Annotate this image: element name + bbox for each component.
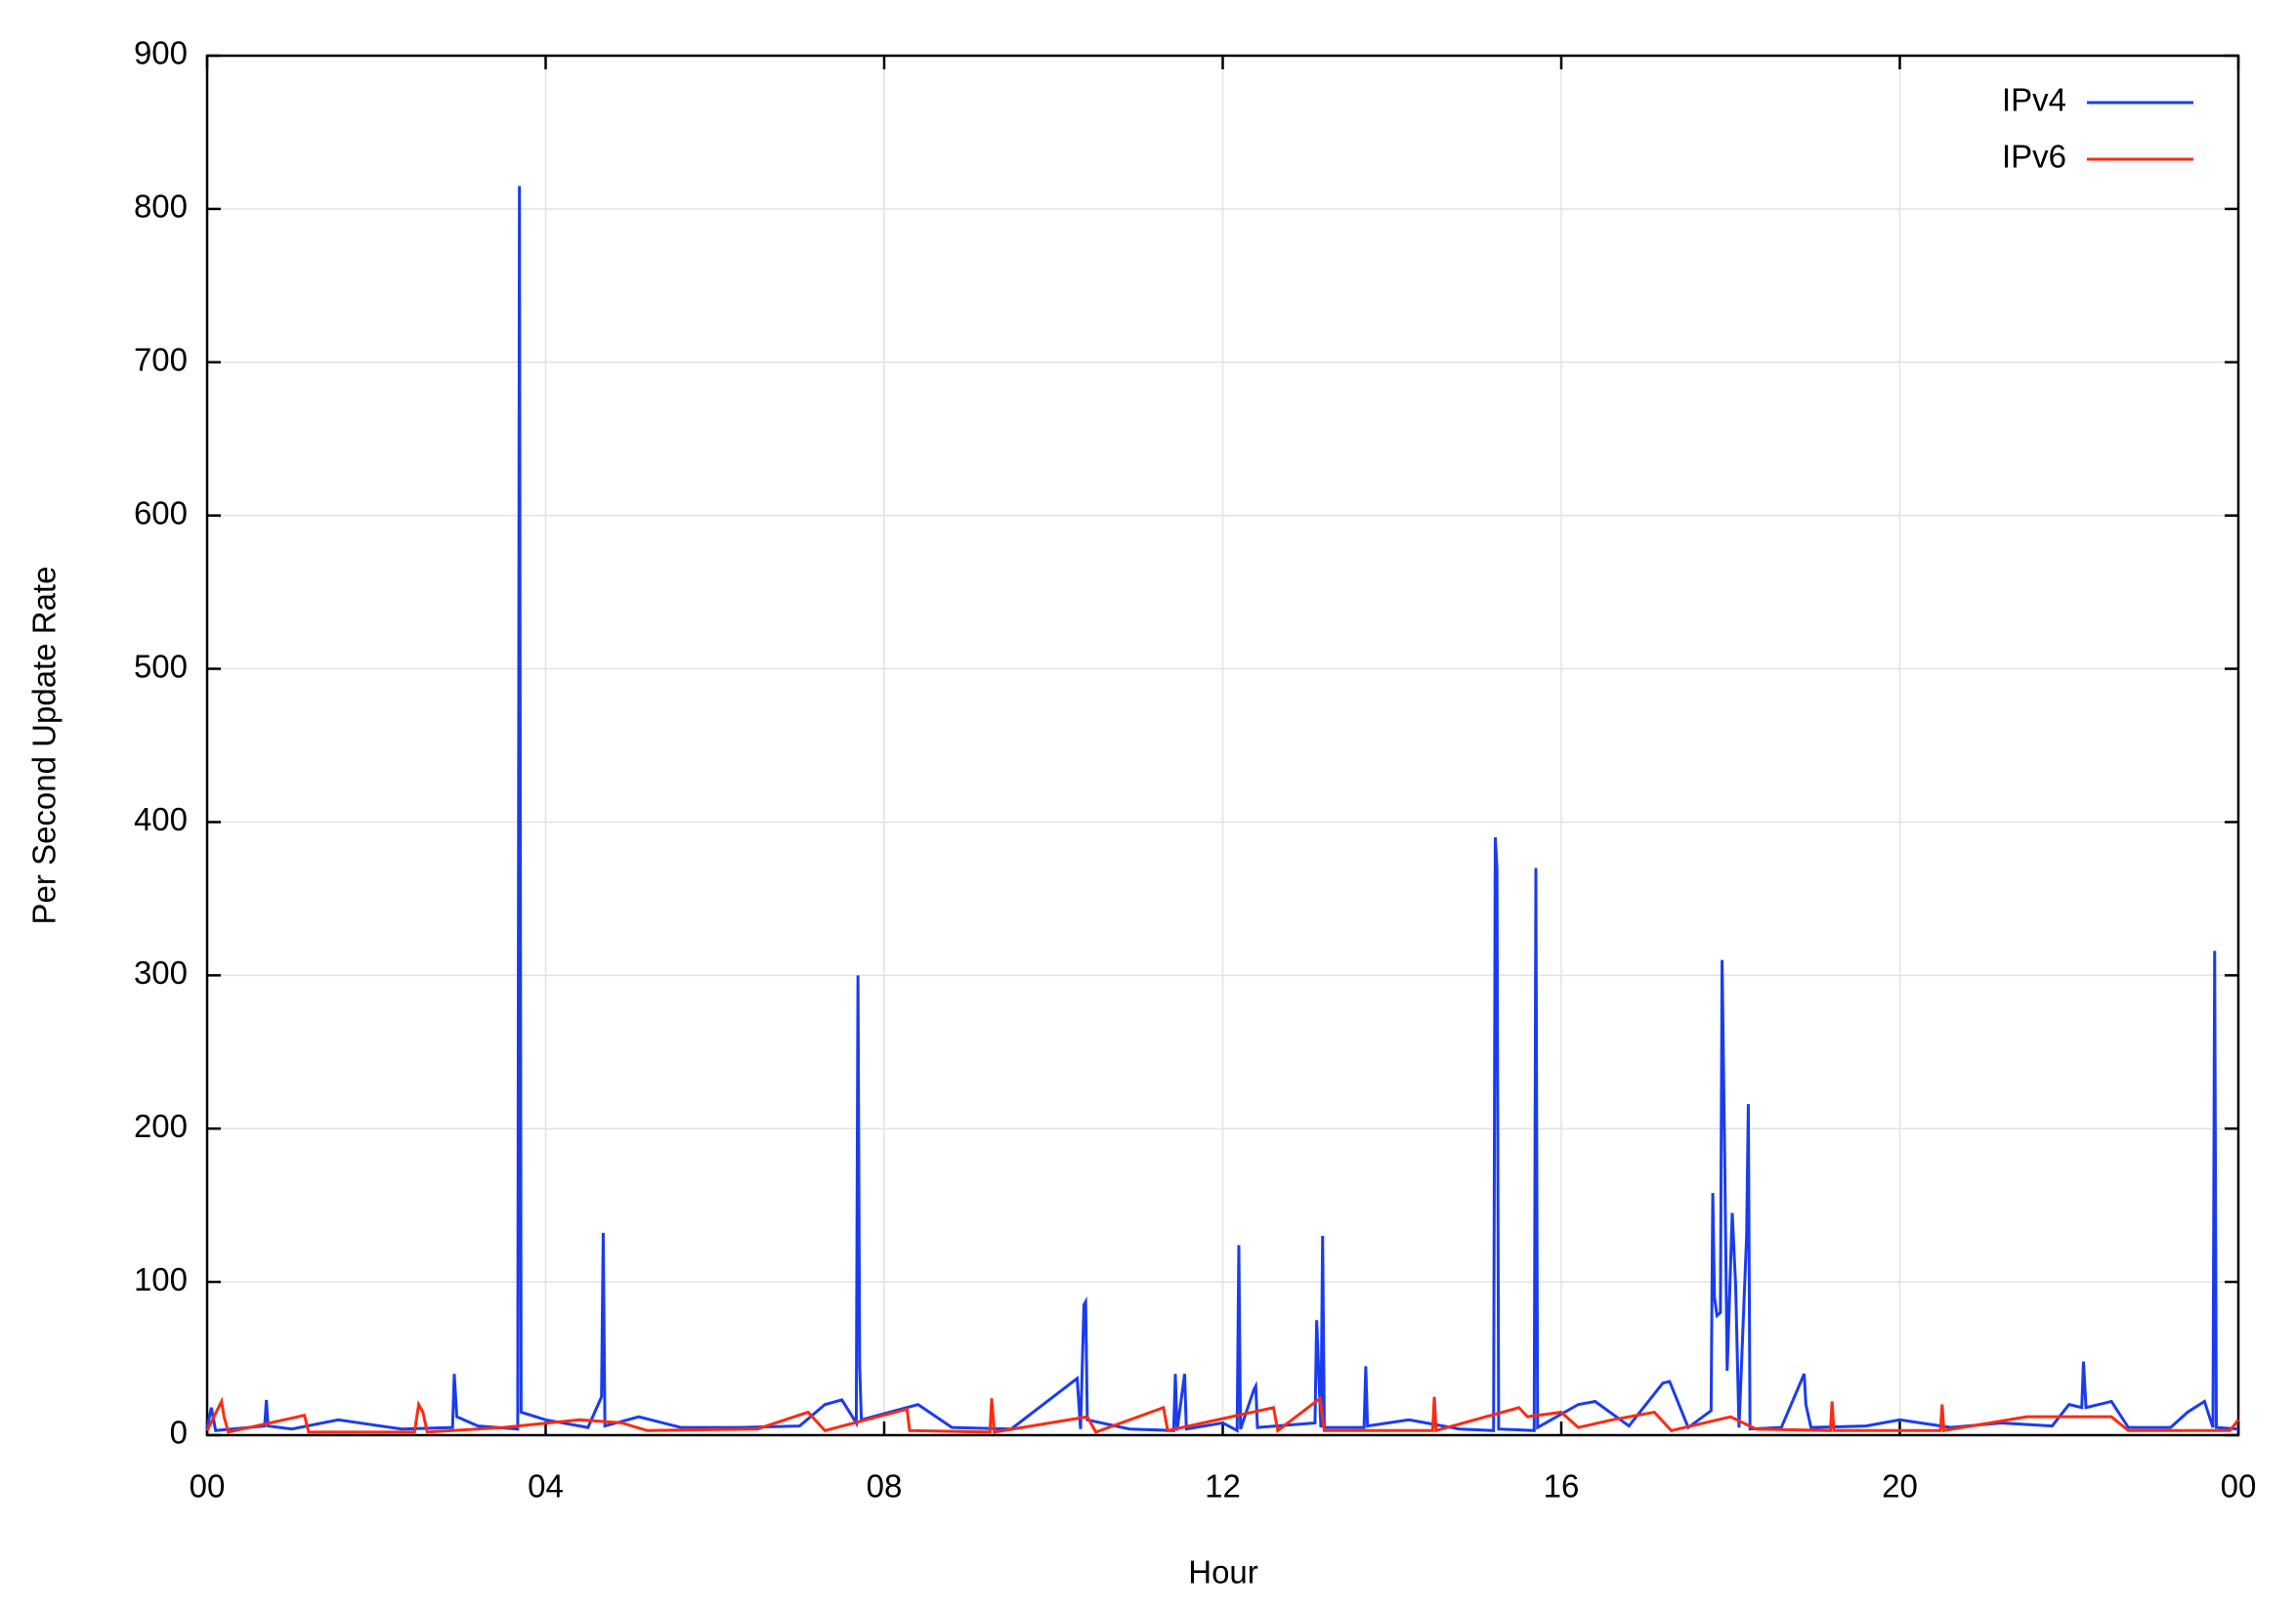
y-axis-label: Per Second Update Rate [26, 567, 63, 925]
legend-label: IPv6 [2002, 139, 2066, 175]
y-tick-label: 100 [134, 1261, 188, 1297]
x-tick-label: 12 [1205, 1468, 1241, 1505]
x-axis-label: Hour [1188, 1554, 1258, 1591]
x-tick-label: 04 [528, 1468, 564, 1505]
y-tick-label: 700 [134, 341, 188, 377]
y-tick-label: 200 [134, 1108, 188, 1144]
y-tick-label: 300 [134, 954, 188, 991]
x-tick-label: 16 [1544, 1468, 1580, 1505]
series-line [205, 186, 2239, 1433]
series-line [205, 1395, 2240, 1434]
y-tick-label: 0 [170, 1415, 188, 1451]
x-tick-label: 20 [1882, 1468, 1918, 1505]
y-tick-label: 900 [134, 35, 188, 71]
legend-label: IPv4 [2002, 82, 2066, 118]
y-tick-label: 500 [134, 648, 188, 684]
y-tick-label: 800 [134, 189, 188, 225]
y-tick-label: 400 [134, 801, 188, 837]
x-tick-label: 08 [867, 1468, 903, 1505]
y-tick-label: 600 [134, 494, 188, 530]
x-tick-label: 00 [2221, 1468, 2257, 1505]
x-tick-label: 00 [190, 1468, 226, 1505]
